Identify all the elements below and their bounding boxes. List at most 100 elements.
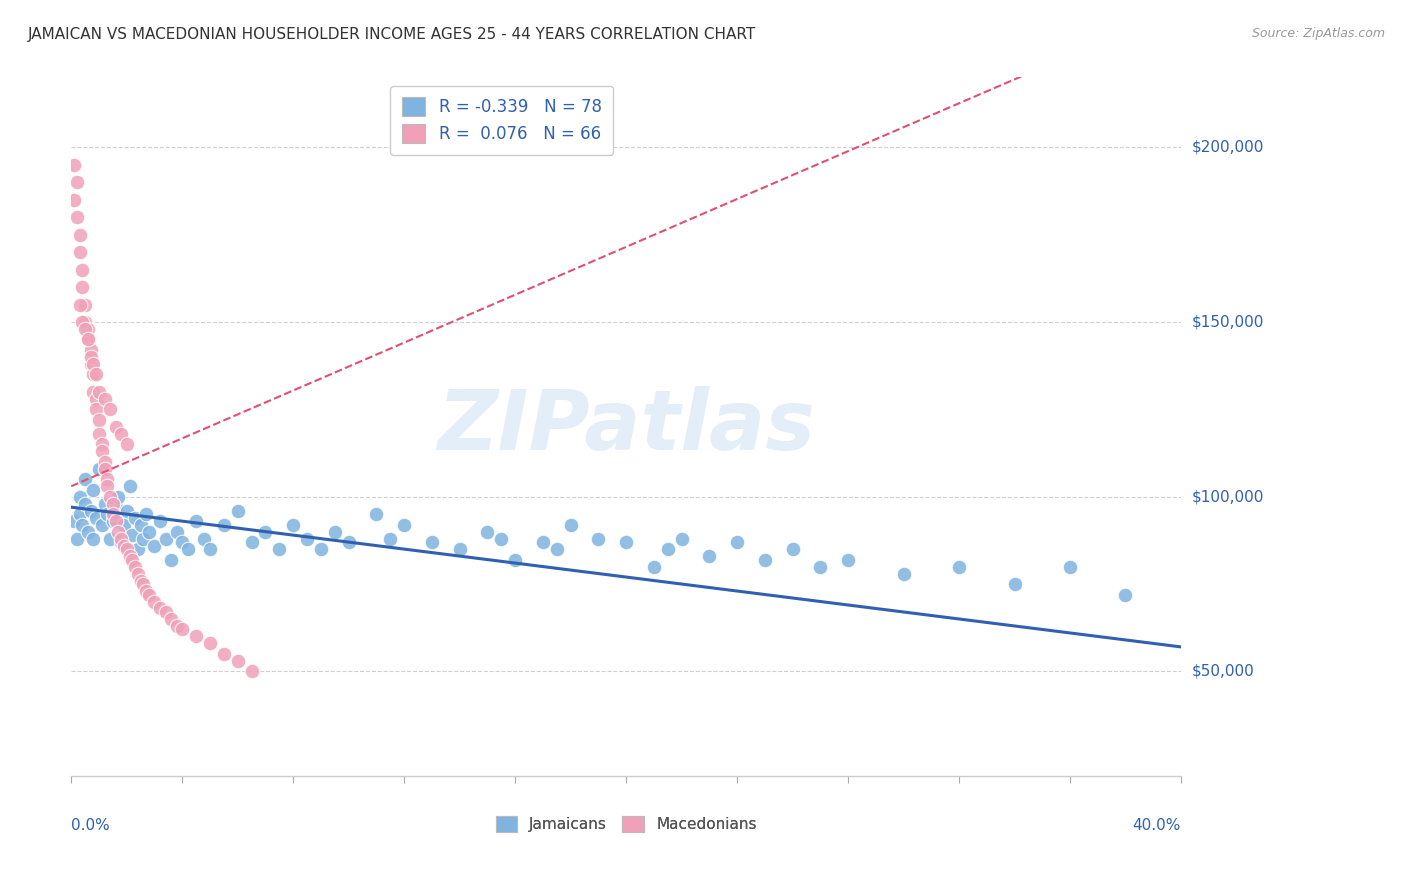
Point [98,402,121,417]
Point [75,297,97,311]
Point [269,542,291,557]
Point [82,532,104,546]
Point [63,514,86,528]
Point [135,507,157,521]
Point [531,535,554,549]
Text: 0.0%: 0.0% [72,818,110,833]
Point [166,524,188,539]
Point [69,507,91,521]
Point [101,514,124,528]
Point [226,503,249,517]
Point [503,552,526,566]
Point [90,444,112,458]
Point [254,524,277,539]
Point [149,601,172,615]
Point [198,542,221,557]
Point [75,322,97,336]
Point [1114,587,1136,601]
Point [172,623,194,637]
Point [72,315,94,329]
Point [72,517,94,532]
Point [118,479,141,493]
Point [725,535,748,549]
Point [77,333,100,347]
Text: $200,000: $200,000 [1192,140,1264,155]
Point [449,542,471,557]
Point [63,158,86,172]
Point [132,577,155,591]
Text: JAMAICAN VS MACEDONIAN HOUSEHOLDER INCOME AGES 25 - 44 YEARS CORRELATION CHART: JAMAICAN VS MACEDONIAN HOUSEHOLDER INCOM… [28,27,756,42]
Point [1004,577,1026,591]
Point [226,654,249,668]
Point [143,594,166,608]
Point [837,552,859,566]
Point [380,532,402,546]
Point [366,507,388,521]
Text: ZIPatlas: ZIPatlas [437,386,815,467]
Point [104,419,127,434]
Point [118,549,141,563]
Point [77,333,100,347]
Point [101,497,124,511]
Point [193,532,215,546]
Point [614,535,637,549]
Point [75,315,97,329]
Point [160,552,183,566]
Text: Source: ZipAtlas.com: Source: ZipAtlas.com [1251,27,1385,40]
Point [110,535,132,549]
Point [79,357,101,371]
Point [127,566,149,581]
Point [107,524,129,539]
Point [98,532,121,546]
Point [66,532,89,546]
Point [84,368,107,382]
Point [546,542,568,557]
Point [72,280,94,294]
Point [84,402,107,417]
Point [337,535,360,549]
Point [82,368,104,382]
Point [309,542,332,557]
Legend: Jamaicans, Macedonians: Jamaicans, Macedonians [489,810,762,838]
Point [143,539,166,553]
Point [115,437,138,451]
Point [87,384,110,399]
Point [121,552,143,566]
Text: $50,000: $50,000 [1192,664,1254,679]
Point [96,472,118,486]
Point [112,539,135,553]
Point [160,612,183,626]
Point [782,542,804,557]
Point [948,559,970,574]
Point [127,542,149,557]
Point [240,665,263,679]
Point [84,392,107,406]
Point [96,507,118,521]
Point [155,532,177,546]
Point [69,227,91,242]
Point [808,559,831,574]
Point [155,605,177,619]
Point [82,384,104,399]
Point [104,500,127,515]
Point [82,357,104,371]
Point [283,517,305,532]
Point [84,510,107,524]
Point [323,524,346,539]
Point [699,549,721,563]
Point [212,647,235,661]
Point [149,514,172,528]
Point [79,350,101,364]
Point [96,479,118,493]
Point [184,629,207,643]
Point [138,524,160,539]
Point [69,245,91,260]
Point [66,210,89,224]
Point [198,636,221,650]
Point [107,490,129,504]
Point [671,532,693,546]
Point [66,175,89,189]
Point [101,507,124,521]
Point [72,262,94,277]
Point [177,542,200,557]
